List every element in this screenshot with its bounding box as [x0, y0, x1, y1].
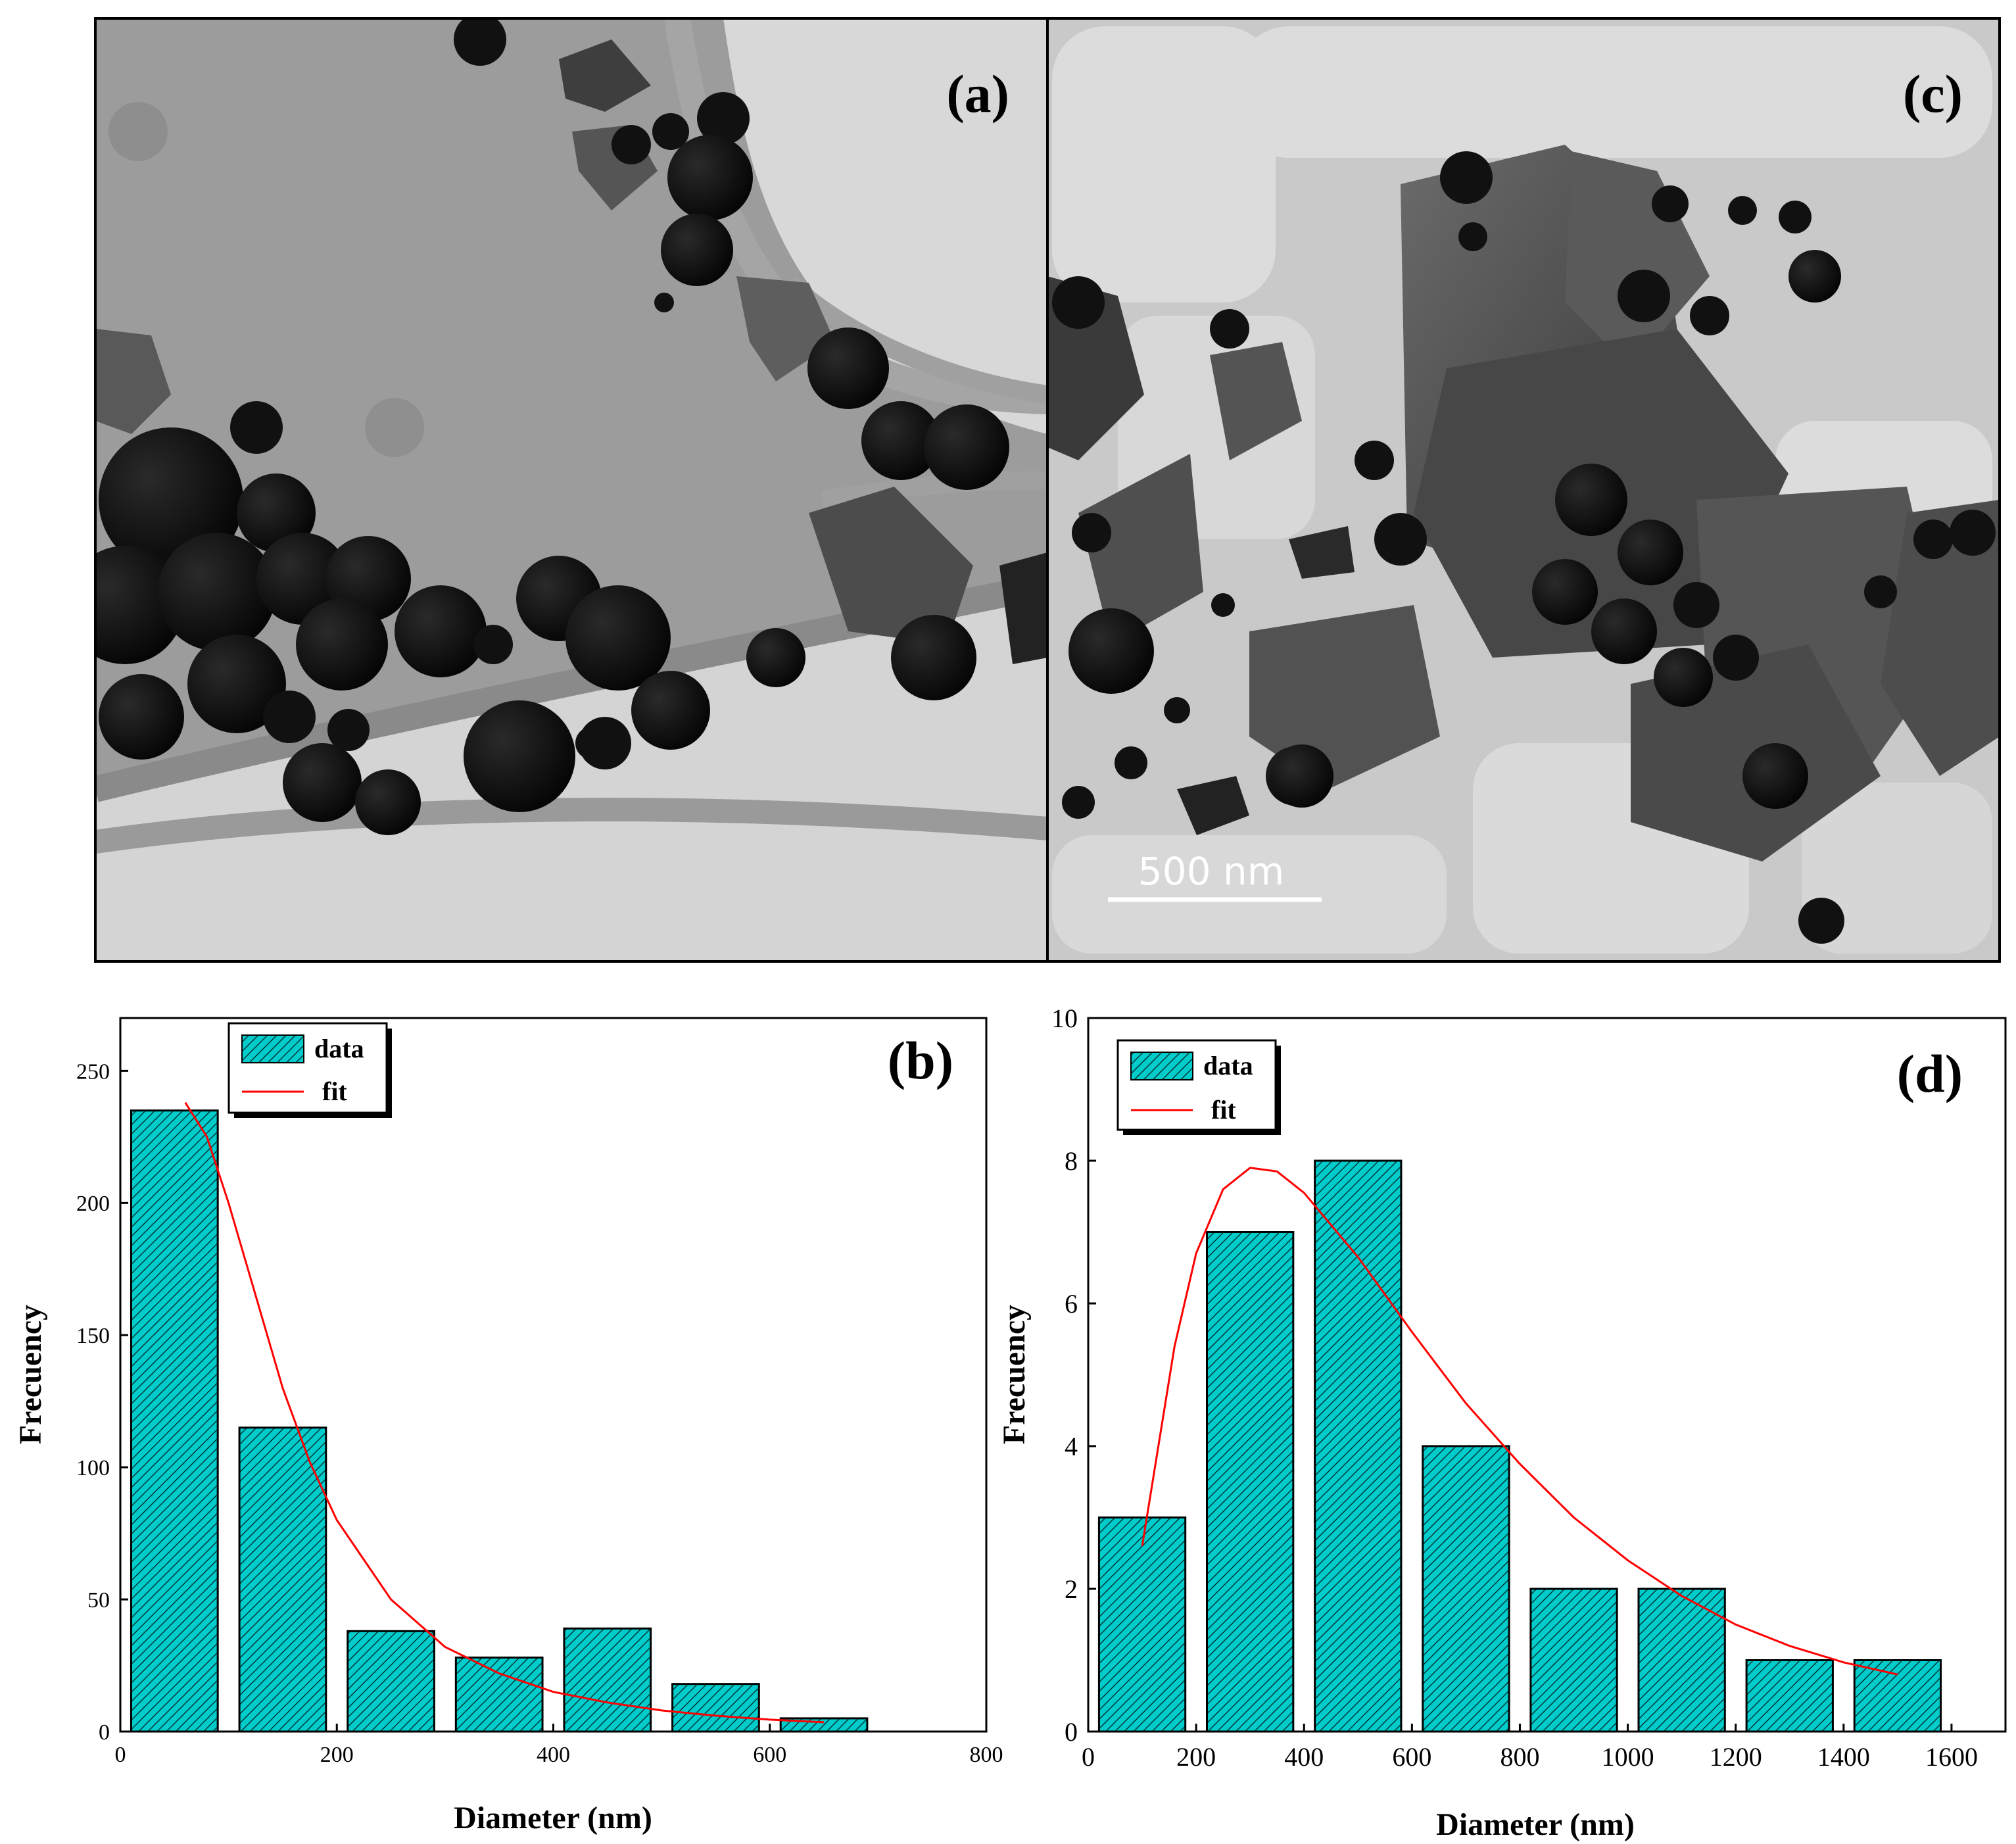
bar-d-2: [1314, 1159, 1403, 1733]
x-tick-label-d-3: 600: [1392, 1742, 1431, 1772]
y-tick-label-d-4: 8: [1065, 1146, 1078, 1176]
bar-d-3: [1422, 1445, 1510, 1733]
micrograph-c: 500 nm (c): [1046, 17, 2001, 963]
legend-label-fit-d: fit: [1211, 1095, 1236, 1125]
x-ticks-b: 0 200 400 600 800: [115, 1724, 1003, 1767]
bar-b-5: [671, 1683, 760, 1733]
fit-curve-d: [1141, 1167, 1898, 1676]
y-tick-label-b-2: 100: [76, 1456, 110, 1480]
bar-b-4: [563, 1627, 652, 1733]
x-tick-label-d-2: 400: [1284, 1742, 1324, 1772]
panel-label-c: (c): [1903, 64, 1963, 124]
x-axis-label-d: Diameter (nm): [1436, 1807, 1635, 1842]
legend-label-data-d: data: [1203, 1051, 1253, 1080]
y-tick-label-d-2: 4: [1065, 1432, 1078, 1461]
x-tick-label-d-6: 1200: [1710, 1742, 1762, 1772]
x-tick-label-d-0: 0: [1082, 1742, 1095, 1772]
panel-label-b: (b): [888, 1031, 953, 1090]
panel-label-a: (a): [946, 64, 1009, 124]
y-tick-label-b-5: 250: [76, 1059, 110, 1084]
fit-curve-b: [184, 1102, 825, 1724]
micrograph-a: (a): [94, 17, 1049, 963]
x-tick-label-b-0: 0: [115, 1743, 126, 1767]
legend-d: data fit: [1116, 1039, 1281, 1135]
y-axis-label-d: Frecuency: [997, 1305, 1032, 1444]
x-tick-label-d-5: 1000: [1602, 1742, 1654, 1772]
y-tick-label-d-0: 0: [1065, 1717, 1078, 1747]
y-tick-label-b-3: 150: [76, 1324, 110, 1348]
legend-swatch-data-b: [241, 1034, 304, 1063]
bars-b: [130, 1109, 869, 1733]
bars-d: [1097, 1159, 1942, 1733]
x-tick-label-d-1: 200: [1176, 1742, 1216, 1772]
x-tick-label-b-1: 200: [320, 1743, 354, 1767]
bar-b-3: [454, 1656, 544, 1733]
histogram-b: 0 200 400 600 800 0 50 100 150 200 250 Diameter (…: [13, 1017, 1003, 1835]
bar-d-7: [1853, 1659, 1942, 1733]
x-axis-label-b: Diameter (nm): [454, 1801, 652, 1835]
y-tick-label-d-1: 2: [1065, 1574, 1078, 1604]
scale-bar-label: 500 nm: [1138, 849, 1284, 894]
bar-d-5: [1637, 1588, 1726, 1733]
x-tick-label-b-3: 600: [753, 1743, 786, 1767]
histogram-d: 0 200 400 600 800 1000 1200 1400 1600 0 2 4 6 8 10 Di…: [997, 1004, 2007, 1842]
x-tick-label-d-7: 1400: [1817, 1742, 1870, 1772]
x-tick-label-b-2: 400: [537, 1743, 570, 1767]
y-tick-label-b-0: 0: [99, 1720, 110, 1745]
bar-b-0: [130, 1109, 219, 1733]
y-ticks-b: 0 50 100 150 200 250: [76, 1059, 128, 1745]
bar-d-1: [1206, 1231, 1295, 1733]
bar-b-2: [347, 1630, 435, 1733]
bar-d-4: [1529, 1588, 1618, 1733]
legend-b: data fit: [228, 1022, 392, 1118]
y-tick-label-d-3: 6: [1065, 1289, 1078, 1319]
legend-swatch-data-d: [1130, 1052, 1193, 1080]
x-tick-label-b-4: 800: [970, 1743, 1003, 1767]
y-tick-label-b-4: 200: [76, 1192, 110, 1216]
bar-b-1: [238, 1426, 327, 1733]
legend-label-data-b: data: [314, 1034, 364, 1063]
x-ticks-d: 0 200 400 600 800 1000 1200 1400 1600: [1082, 1724, 1978, 1772]
legend-label-fit-b: fit: [322, 1077, 347, 1106]
y-axis-label-b: Frecuency: [13, 1305, 48, 1444]
y-tick-label-b-1: 50: [87, 1588, 110, 1613]
bar-d-0: [1097, 1516, 1187, 1733]
panel-label-d: (d): [1897, 1044, 1963, 1104]
y-tick-label-d-5: 10: [1051, 1004, 1078, 1033]
x-tick-label-d-8: 1600: [1925, 1742, 1978, 1772]
bar-d-6: [1745, 1659, 1834, 1733]
x-tick-label-d-4: 800: [1500, 1742, 1539, 1772]
y-ticks-d: 0 2 4 6 8 10: [1051, 1004, 1096, 1747]
